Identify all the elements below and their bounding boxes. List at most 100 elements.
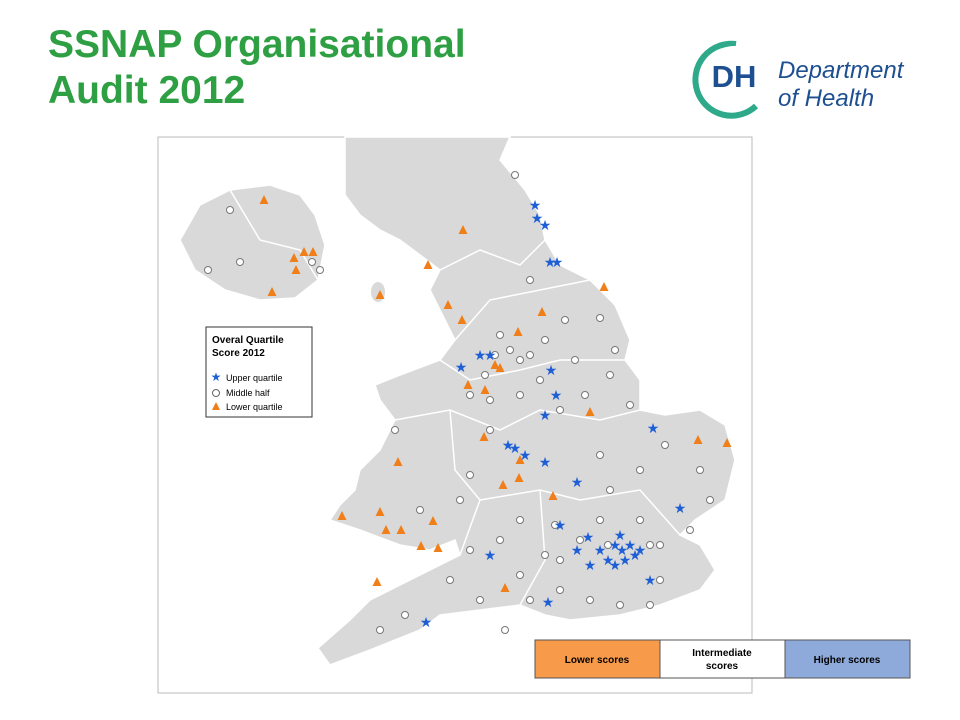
- legend-star: ★: [211, 370, 222, 384]
- site-upper: ★: [647, 420, 660, 436]
- site-middle: [556, 406, 564, 414]
- site-middle: [491, 351, 499, 359]
- site-lower: [428, 516, 438, 525]
- site-middle: [516, 356, 524, 364]
- site-upper: ★: [539, 217, 552, 233]
- site-middle: [501, 626, 509, 634]
- site-middle: [226, 206, 234, 214]
- site-middle: [526, 351, 534, 359]
- site-middle: [416, 506, 424, 514]
- site-upper: ★: [624, 537, 637, 553]
- site-middle: [526, 276, 534, 284]
- markers: ★★★★★★★★★★★ ★★★★★★★★ ★ ★★★★★★★★★★★★★★★★: [204, 171, 732, 634]
- site-middle: [526, 596, 534, 604]
- site-middle: [606, 371, 614, 379]
- site-middle: [516, 516, 524, 524]
- legend-item: Middle half: [226, 388, 270, 398]
- site-middle: [376, 626, 384, 634]
- site-middle: [616, 601, 624, 609]
- site-middle: [486, 396, 494, 404]
- site-upper: ★: [571, 474, 584, 490]
- site-middle: [571, 356, 579, 364]
- site-upper: ★: [619, 552, 632, 568]
- site-upper: ★: [539, 454, 552, 470]
- site-middle: [646, 541, 654, 549]
- site-upper: ★: [484, 547, 497, 563]
- site-upper: ★: [420, 614, 433, 630]
- site-lower: [457, 315, 467, 324]
- site-upper: ★: [629, 547, 642, 563]
- logo-text: Department: [778, 57, 905, 84]
- site-lower: [393, 457, 403, 466]
- site-upper: ★: [531, 210, 544, 226]
- site-middle: [481, 371, 489, 379]
- legend-item: Upper quartile: [226, 373, 283, 383]
- site-lower: [259, 195, 269, 204]
- site-upper: ★: [602, 552, 615, 568]
- site-lower: [513, 327, 523, 336]
- site-upper: ★: [542, 594, 555, 610]
- site-middle: [551, 521, 559, 529]
- site-middle: [576, 536, 584, 544]
- site-middle: [316, 266, 324, 274]
- site-upper: ★: [582, 529, 595, 545]
- site-middle: [204, 266, 212, 274]
- site-lower: [480, 385, 490, 394]
- site-lower: [381, 525, 391, 534]
- site-upper: ★: [455, 359, 468, 375]
- site-lower: [375, 290, 385, 299]
- slide-title: SSNAP Organisational Audit 2012: [48, 22, 466, 114]
- site-lower: [289, 253, 299, 262]
- site-upper: ★: [594, 542, 607, 558]
- region-borders: [229, 189, 681, 606]
- site-lower: [463, 380, 473, 389]
- site-upper: ★: [529, 197, 542, 213]
- site-upper: ★: [544, 254, 557, 270]
- site-middle: [536, 376, 544, 384]
- legend-box: [205, 326, 313, 418]
- site-lower: [423, 260, 433, 269]
- site-lower: [693, 435, 703, 444]
- site-middle: [476, 596, 484, 604]
- site-middle: [466, 546, 474, 554]
- logo-disc: [704, 46, 764, 106]
- legend-title: Overal Quartile: [212, 335, 284, 346]
- site-middle: [606, 486, 614, 494]
- legend-item: Lower quartile: [226, 402, 283, 412]
- site-middle: [236, 258, 244, 266]
- site-middle: [611, 346, 619, 354]
- site-middle: [561, 316, 569, 324]
- site-middle: [496, 331, 504, 339]
- site-middle: [604, 541, 612, 549]
- key-label: scores: [706, 661, 739, 672]
- site-upper: ★: [539, 407, 552, 423]
- site-upper: ★: [502, 437, 515, 453]
- legend-title: Score 2012: [212, 348, 265, 359]
- site-middle: [636, 516, 644, 524]
- site-middle: [586, 596, 594, 604]
- site-lower: [599, 282, 609, 291]
- site-lower: [495, 363, 505, 372]
- site-middle: [466, 471, 474, 479]
- site-middle: [556, 556, 564, 564]
- site-upper: ★: [614, 527, 627, 543]
- site-lower: [500, 583, 510, 592]
- legend-triangle: [212, 402, 220, 410]
- site-middle: [656, 541, 664, 549]
- site-middle: [596, 314, 604, 322]
- site-upper: ★: [674, 500, 687, 516]
- site-upper: ★: [609, 537, 622, 553]
- site-lower: [722, 438, 732, 447]
- site-lower: [548, 491, 558, 500]
- site-upper: ★: [644, 572, 657, 588]
- site-upper: ★: [484, 347, 497, 363]
- site-middle: [541, 336, 549, 344]
- key-label: Intermediate: [692, 648, 752, 659]
- site-upper: ★: [519, 447, 532, 463]
- key-label: Lower scores: [565, 655, 630, 666]
- site-middle: [706, 496, 714, 504]
- site-lower: [375, 507, 385, 516]
- legend-circle: [212, 389, 220, 397]
